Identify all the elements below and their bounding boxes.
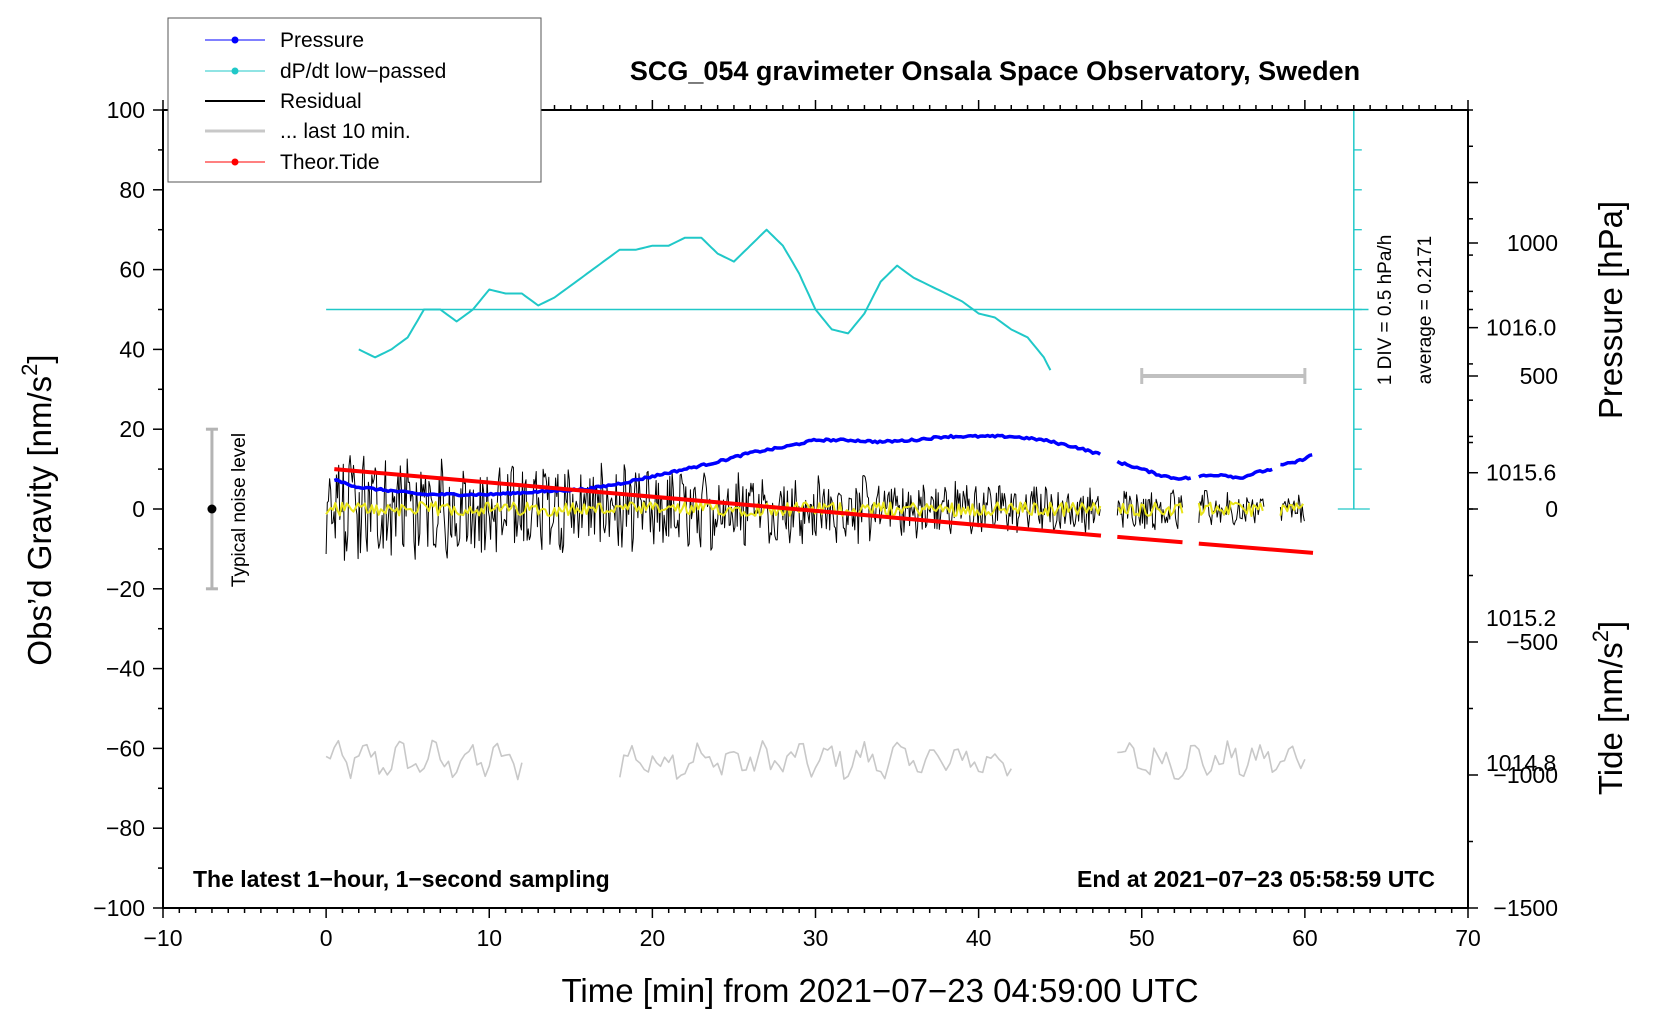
y-tick-label: −40 — [106, 656, 145, 682]
y-tick-label: 40 — [119, 336, 145, 362]
tide-axis-title-text: Tide [nm/s — [1592, 642, 1629, 795]
y-tick-label: 60 — [119, 257, 145, 283]
tide-series — [334, 467, 1102, 538]
y-axis-title: Obs’d Gravity [nm/s2] — [17, 354, 58, 665]
legend-dpdt-marker — [231, 67, 239, 75]
y-tick-label: −100 — [93, 895, 145, 921]
residual-smoothed-series — [325, 501, 1102, 517]
y-tick-label: 80 — [119, 177, 145, 203]
x-tick-label: 0 — [320, 925, 333, 951]
residual-smoothed-series — [1197, 501, 1264, 517]
y-tick-label: −80 — [106, 815, 145, 841]
legend-residual-label: Residual — [280, 90, 362, 113]
tide-tick-label: −1000 — [1493, 762, 1558, 788]
x-tick-label: 10 — [476, 925, 502, 951]
residual-smoothed-series — [1117, 501, 1184, 517]
residual-series — [1116, 489, 1183, 531]
tide-tick-label: 500 — [1520, 363, 1558, 389]
x-tick-label: −10 — [143, 925, 182, 951]
dpdt-series — [358, 228, 1052, 371]
y-tick-label: −60 — [106, 735, 145, 761]
tide-tick-label: −500 — [1506, 629, 1558, 655]
pressure-tick-label: 1015.2 — [1486, 605, 1556, 631]
last10-series — [619, 740, 1012, 780]
legend-pressure-label: Pressure — [280, 29, 364, 52]
pressure-series — [1116, 459, 1192, 481]
legend-pressure-marker — [231, 36, 239, 44]
x-tick-label: 30 — [803, 925, 829, 951]
x-tick-label: 20 — [640, 925, 666, 951]
legend-tide-marker — [231, 158, 239, 166]
x-tick-label: 50 — [1129, 925, 1155, 951]
legend-last10-label: ... last 10 min. — [280, 120, 411, 143]
last10-series — [1117, 740, 1306, 781]
tide-tick-label: −1500 — [1493, 895, 1558, 921]
pressure-tick-label: 1016.0 — [1486, 315, 1556, 341]
y-axis-title-text: Obs’d Gravity [nm/s — [21, 376, 58, 666]
legend-dpdt-label: dP/dt low−passed — [280, 60, 446, 83]
last10-series — [325, 739, 523, 781]
x-axis-title: Time [min] from 2021−07−23 04:59:00 UTC — [561, 972, 1198, 1009]
tide-series — [1198, 541, 1314, 555]
x-tick-label: 60 — [1292, 925, 1318, 951]
tide-series — [1117, 534, 1183, 545]
pressure-tick-label: 1014.8 — [1486, 750, 1556, 776]
tide-tick-label: 0 — [1545, 496, 1558, 522]
residual-series — [1279, 494, 1305, 523]
sampling-note: The latest 1−hour, 1−second sampling — [193, 866, 610, 892]
legend: Pressure dP/dt low−passed Residual ... l… — [167, 17, 542, 183]
y-tick-label: 100 — [107, 97, 145, 123]
pressure-series — [1280, 453, 1313, 467]
div-label: 1 DIV = 0.5 hPa/h — [1375, 235, 1396, 386]
chart-title: SCG_054 gravimeter Onsala Space Observat… — [630, 56, 1360, 86]
y-tick-label: 20 — [119, 416, 145, 442]
y-axis-title-close: ] — [21, 354, 58, 363]
y-tick-label: −20 — [106, 576, 145, 602]
pressure-series — [333, 433, 1102, 498]
legend-tide-label: Theor.Tide — [280, 151, 380, 174]
y-axis-title-sup: 2 — [17, 364, 42, 376]
noise-level-marker — [207, 504, 217, 514]
axes-group: −10 0 10 20 30 40 50 60 70−100−80−60−40−20020406… — [93, 97, 1558, 951]
y-tick-label: 0 — [132, 496, 145, 522]
pressure-axis-title: Pressure [hPa] — [1592, 201, 1629, 419]
tide-axis-title-sup: 2 — [1588, 630, 1613, 642]
pressure-series — [1198, 467, 1273, 480]
residual-smoothed-series — [1279, 502, 1305, 516]
series-group — [205, 109, 1370, 781]
tide-axis-title-close: ] — [1592, 621, 1629, 630]
tide-tick-label: 1000 — [1507, 230, 1558, 256]
x-tick-label: 70 — [1455, 925, 1481, 951]
x-tick-label: 40 — [966, 925, 992, 951]
average-label: average = 0.2171 — [1415, 236, 1436, 384]
noise-level-label: Typical noise level — [229, 433, 250, 587]
tide-axis-title: Tide [nm/s2] — [1588, 621, 1629, 795]
end-time-note: End at 2021−07−23 05:58:59 UTC — [1077, 866, 1435, 892]
pressure-tick-label: 1015.6 — [1486, 460, 1556, 486]
